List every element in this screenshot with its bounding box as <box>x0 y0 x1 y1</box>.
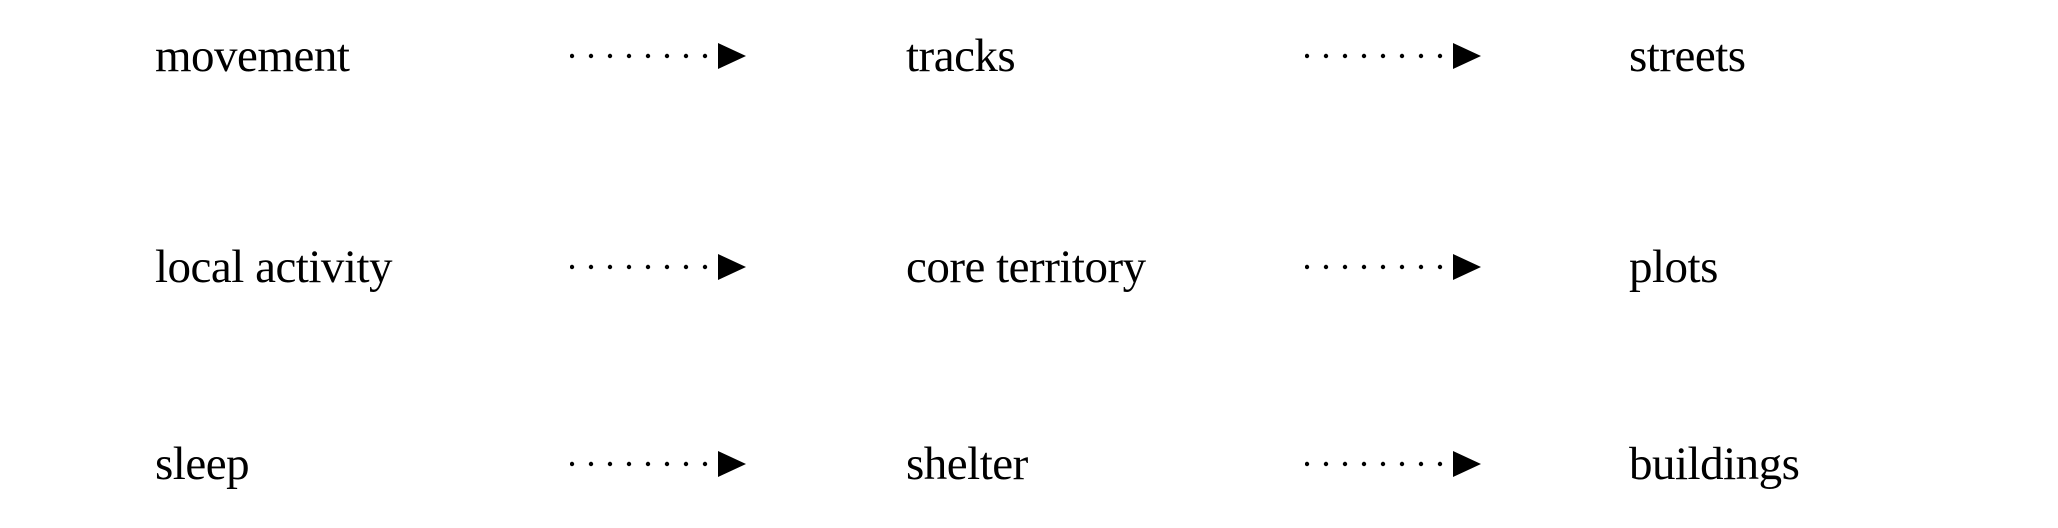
arrow-dot <box>1418 461 1424 467</box>
arrow-dot <box>1305 461 1310 467</box>
diagram-row-local-activity: local activity core territory plots <box>0 237 2058 297</box>
arrow-dot <box>702 53 708 59</box>
arrow-dot <box>702 461 708 467</box>
arrow-dot <box>626 461 632 467</box>
arrow-dot <box>683 53 689 59</box>
arrow-graphic <box>570 451 746 477</box>
arrow-graphic <box>1305 254 1481 280</box>
dotted-arrow-icon <box>1305 39 1485 73</box>
source-term: local activity <box>155 241 393 293</box>
source-term: movement <box>155 30 350 82</box>
dotted-arrow-icon <box>570 447 750 481</box>
arrow-dot <box>1399 264 1405 270</box>
arrow-dot <box>1323 461 1329 467</box>
arrow-dot <box>1399 53 1405 59</box>
target-term: streets <box>1629 30 1746 82</box>
arrowhead-icon <box>718 254 746 280</box>
arrow-dot <box>1437 264 1443 270</box>
dotted-arrow-icon <box>1305 250 1485 284</box>
arrowhead-icon <box>1453 254 1481 280</box>
arrow-dot <box>588 53 594 59</box>
arrow-dot <box>664 53 670 59</box>
arrow-dot <box>1342 53 1348 59</box>
arrow-dot <box>1399 461 1405 467</box>
arrow-dot <box>588 264 594 270</box>
arrowhead-icon <box>718 451 746 477</box>
arrow-graphic <box>570 254 746 280</box>
middle-term: shelter <box>906 438 1028 490</box>
arrow-dot <box>683 461 689 467</box>
arrow-graphic <box>1305 451 1481 477</box>
arrow-dot <box>1380 461 1386 467</box>
arrowhead-icon <box>718 43 746 69</box>
arrow-dot <box>570 264 575 270</box>
arrow-dot <box>607 53 613 59</box>
source-term: sleep <box>155 438 250 490</box>
dotted-arrow-icon <box>570 250 750 284</box>
arrow-dot <box>1342 461 1348 467</box>
arrow-dot <box>645 264 651 270</box>
arrow-dot <box>607 461 613 467</box>
arrowhead-icon <box>1453 451 1481 477</box>
arrow-dot <box>1305 264 1310 270</box>
arrow-dot <box>664 264 670 270</box>
middle-term: core territory <box>906 241 1146 293</box>
arrow-dot <box>664 461 670 467</box>
arrow-dot <box>588 461 594 467</box>
arrow-dot <box>645 53 651 59</box>
arrowhead-icon <box>1453 43 1481 69</box>
dotted-arrow-icon <box>1305 447 1485 481</box>
arrow-dot <box>626 53 632 59</box>
arrow-dot <box>1380 264 1386 270</box>
arrow-dot <box>1361 264 1367 270</box>
arrow-dot <box>607 264 613 270</box>
arrow-graphic <box>1305 43 1481 69</box>
diagram-row-sleep: sleep shelter buildings <box>0 434 2058 494</box>
arrow-dot <box>702 264 708 270</box>
arrow-dot <box>570 461 575 467</box>
arrow-dot <box>645 461 651 467</box>
dotted-arrow-icon <box>570 39 750 73</box>
arrow-dot <box>1342 264 1348 270</box>
arrow-graphic <box>570 43 746 69</box>
target-term: buildings <box>1629 438 1800 490</box>
arrow-dot <box>1361 461 1367 467</box>
target-term: plots <box>1629 241 1718 293</box>
arrow-dot <box>1305 53 1310 59</box>
arrow-dot <box>683 264 689 270</box>
middle-term: tracks <box>906 30 1016 82</box>
arrow-dot <box>570 53 575 59</box>
arrow-dot <box>1361 53 1367 59</box>
diagram-row-movement: movement tracks streets <box>0 26 2058 86</box>
arrow-dot <box>1323 264 1329 270</box>
arrow-dot <box>1437 461 1443 467</box>
arrow-dot <box>626 264 632 270</box>
arrow-dot <box>1437 53 1443 59</box>
arrow-dot <box>1418 264 1424 270</box>
arrow-dot <box>1380 53 1386 59</box>
arrow-dot <box>1323 53 1329 59</box>
arrow-dot <box>1418 53 1424 59</box>
